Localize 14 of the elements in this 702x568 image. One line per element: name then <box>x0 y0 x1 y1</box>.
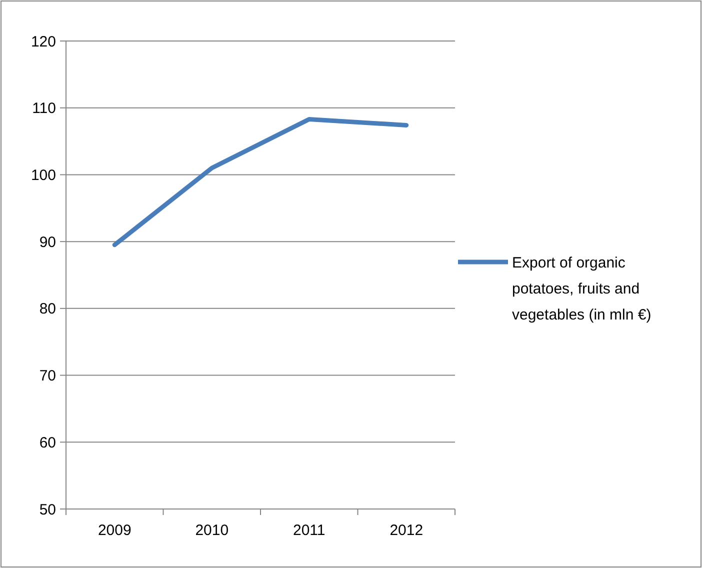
x-tick-label: 2012 <box>390 522 424 539</box>
x-tick-label: 2009 <box>98 522 132 539</box>
line-series <box>112 116 409 248</box>
y-tick-label: 60 <box>39 434 56 452</box>
y-tick-label: 80 <box>39 300 56 318</box>
y-tick-label: 50 <box>39 501 56 518</box>
y-tick-label: 110 <box>32 100 56 118</box>
y-tick-label: 90 <box>39 234 56 251</box>
y-tick-label: 120 <box>30 33 56 50</box>
x-tick-label: 2010 <box>195 522 229 539</box>
y-tick-label: 100 <box>30 166 56 184</box>
legend-label: Export of organic potatoes, fruits and vegetables (in mln €) <box>512 254 652 324</box>
x-tick-label: 2011 <box>292 522 326 539</box>
y-tick-label: 70 <box>39 368 56 385</box>
